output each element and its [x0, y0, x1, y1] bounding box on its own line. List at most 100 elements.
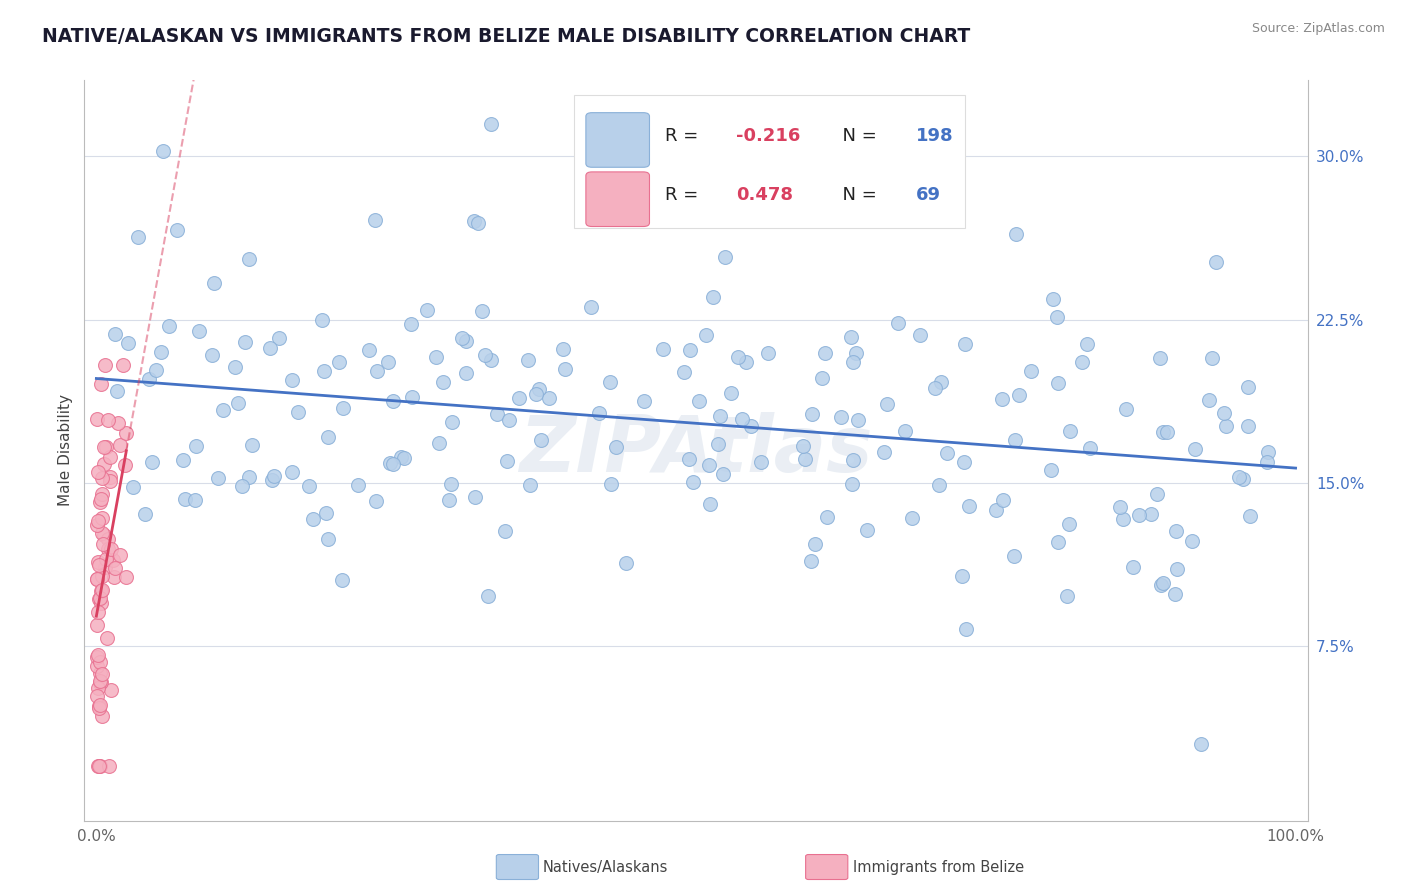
Point — [855, 523, 877, 537]
Point — [89, 759, 111, 773]
Point — [731, 412, 754, 426]
Point — [1140, 507, 1163, 521]
Point — [588, 406, 610, 420]
Point — [1008, 388, 1031, 402]
Point — [1057, 517, 1080, 532]
Point — [652, 342, 675, 356]
Point — [104, 327, 127, 342]
Point — [90, 492, 112, 507]
Point — [1071, 355, 1094, 369]
Point — [138, 372, 160, 386]
Point — [1047, 535, 1070, 549]
Point — [887, 316, 910, 330]
Point — [454, 334, 477, 348]
Point — [495, 454, 517, 468]
Point — [1257, 445, 1279, 459]
Point — [98, 469, 121, 483]
Point — [90, 568, 112, 582]
Point — [1150, 578, 1173, 592]
Text: 198: 198 — [917, 127, 953, 145]
Point — [98, 450, 121, 465]
Point — [90, 709, 112, 723]
Point — [993, 492, 1015, 507]
Text: Immigrants from Belize: Immigrants from Belize — [853, 860, 1025, 874]
Point — [1046, 310, 1069, 324]
Text: 0.478: 0.478 — [737, 186, 793, 204]
Point — [381, 394, 404, 409]
Point — [366, 494, 388, 508]
Point — [1047, 376, 1070, 391]
Point — [464, 491, 486, 505]
Point — [688, 393, 710, 408]
Point — [427, 436, 450, 450]
Point — [955, 622, 977, 636]
Point — [91, 583, 114, 598]
Point — [93, 457, 115, 471]
Point — [121, 480, 143, 494]
Point — [359, 343, 381, 358]
Text: N =: N = — [831, 127, 882, 145]
Point — [90, 596, 112, 610]
Point — [800, 407, 823, 421]
Point — [1205, 255, 1227, 269]
Point — [1201, 351, 1223, 365]
Point — [842, 453, 865, 467]
Point — [187, 324, 209, 338]
Point — [105, 384, 128, 398]
Point — [91, 511, 114, 525]
Point — [267, 330, 290, 344]
Point — [953, 455, 976, 469]
Point — [97, 532, 120, 546]
FancyBboxPatch shape — [586, 112, 650, 168]
Point — [508, 391, 530, 405]
Point — [554, 362, 576, 376]
Point — [910, 328, 932, 343]
Point — [1040, 463, 1063, 477]
Point — [599, 476, 621, 491]
Point — [846, 413, 869, 427]
Point — [1152, 575, 1174, 590]
Point — [89, 698, 111, 713]
Point — [145, 362, 167, 376]
Point — [463, 213, 485, 227]
Point — [184, 439, 207, 453]
Point — [709, 409, 731, 423]
Point — [928, 478, 950, 492]
Point — [1121, 559, 1143, 574]
Point — [1109, 500, 1132, 514]
Point — [1215, 418, 1237, 433]
Point — [537, 391, 560, 405]
Point — [240, 438, 263, 452]
Point — [1212, 406, 1234, 420]
Point — [86, 572, 108, 586]
Point — [347, 478, 370, 492]
Point — [262, 473, 284, 487]
Point — [579, 300, 602, 314]
Point — [104, 560, 127, 574]
Point — [97, 759, 120, 773]
Point — [1128, 508, 1150, 522]
Point — [316, 430, 339, 444]
Point — [110, 438, 132, 452]
Point — [204, 276, 226, 290]
Point — [614, 557, 637, 571]
Point — [89, 676, 111, 690]
Point — [1059, 424, 1081, 438]
Point — [456, 366, 478, 380]
Point — [96, 552, 118, 566]
Point — [551, 342, 574, 356]
Point — [479, 117, 502, 131]
Point — [524, 387, 547, 401]
Point — [87, 555, 110, 569]
Text: R =: R = — [665, 127, 704, 145]
Point — [86, 411, 108, 425]
Point — [332, 401, 354, 416]
Point — [312, 364, 335, 378]
Point — [91, 471, 114, 485]
Point — [89, 699, 111, 714]
Point — [280, 465, 302, 479]
Point — [814, 346, 837, 360]
Point — [157, 318, 180, 333]
Point — [519, 478, 541, 492]
Point — [714, 250, 737, 264]
